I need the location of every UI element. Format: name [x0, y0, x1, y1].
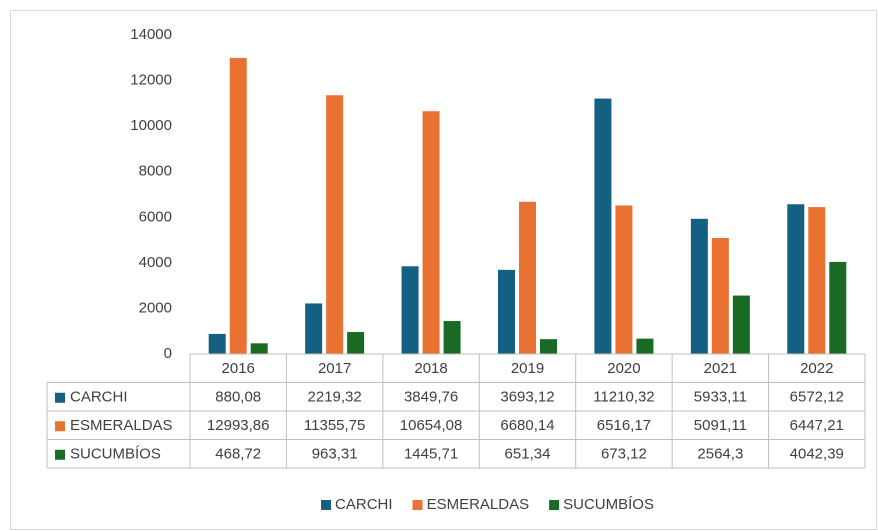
table-value: 963,31: [312, 446, 358, 463]
y-tick-label: 12000: [130, 72, 172, 89]
table-value: 3849,76: [404, 389, 458, 406]
legend-label: SUCUMBÍOS: [563, 496, 654, 513]
table-value: 2219,32: [308, 389, 362, 406]
bar: [443, 321, 461, 354]
legend-swatch: [549, 500, 560, 510]
bar: [711, 237, 729, 354]
bar: [615, 205, 633, 354]
y-tick-label: 2000: [139, 299, 172, 316]
table-legend-swatch: [55, 449, 65, 460]
bar: [808, 207, 826, 354]
bar: [305, 303, 323, 354]
table-legend-swatch: [55, 421, 65, 432]
x-tick-label: 2021: [704, 360, 737, 377]
x-tick-label: 2016: [222, 360, 255, 377]
table-value: 468,72: [215, 446, 261, 463]
table-value: 1445,71: [404, 446, 458, 463]
table-value: 6572,12: [790, 389, 844, 406]
legend-swatch: [321, 500, 332, 510]
x-tick-label: 2017: [318, 360, 351, 377]
bar: [326, 95, 344, 354]
x-tick-label: 2018: [414, 360, 447, 377]
bar: [594, 98, 612, 354]
bar: [540, 339, 557, 354]
bar: [401, 266, 419, 354]
bar: [829, 261, 847, 354]
bar: [519, 201, 536, 354]
legend-swatch: [412, 500, 423, 510]
table-value: 11355,75: [304, 417, 365, 434]
table-value: 4042,39: [790, 446, 844, 463]
legend-label: ESMERALDAS: [427, 496, 530, 513]
table-value: 6447,21: [790, 417, 844, 434]
legend-label: CARCHI: [335, 496, 393, 513]
table-value: 12993,86: [207, 417, 270, 434]
chart-border: [10, 10, 877, 530]
bar: [732, 295, 750, 354]
table-legend-swatch: [55, 392, 65, 403]
bar: [636, 338, 654, 354]
table-value: 880,08: [215, 389, 261, 406]
table-value: 3693,12: [500, 389, 554, 406]
bar: [787, 204, 805, 354]
table-value: 11210,32: [593, 389, 654, 406]
y-tick-label: 14000: [130, 26, 172, 43]
bar: [250, 343, 268, 354]
table-value: 673,12: [601, 446, 647, 463]
table-value: 6516,17: [597, 417, 651, 434]
y-tick-label: 10000: [130, 117, 172, 134]
x-tick-label: 2020: [607, 360, 640, 377]
y-tick-label: 6000: [139, 208, 172, 225]
table-value: 10654,08: [400, 417, 463, 434]
bar: [347, 332, 365, 354]
table-value: 651,34: [505, 446, 551, 463]
bar: [498, 269, 515, 354]
bar: [229, 57, 247, 354]
table-value: 2564,3: [697, 446, 743, 463]
y-tick-label: 0: [164, 345, 172, 362]
table-row-label: ESMERALDAS: [70, 417, 173, 434]
table-value: 6680,14: [500, 417, 554, 434]
x-tick-label: 2019: [511, 360, 544, 377]
y-tick-label: 8000: [139, 163, 172, 180]
bar: [422, 111, 440, 355]
table-value: 5933,11: [694, 389, 747, 406]
bar: [690, 218, 708, 354]
bar: [208, 333, 226, 354]
table-row-label: CARCHI: [70, 389, 128, 406]
table-row-label: SUCUMBÍOS: [70, 446, 161, 463]
table-value: 5091,11: [694, 417, 747, 434]
x-tick-label: 2022: [800, 360, 833, 377]
y-tick-label: 4000: [139, 254, 172, 271]
